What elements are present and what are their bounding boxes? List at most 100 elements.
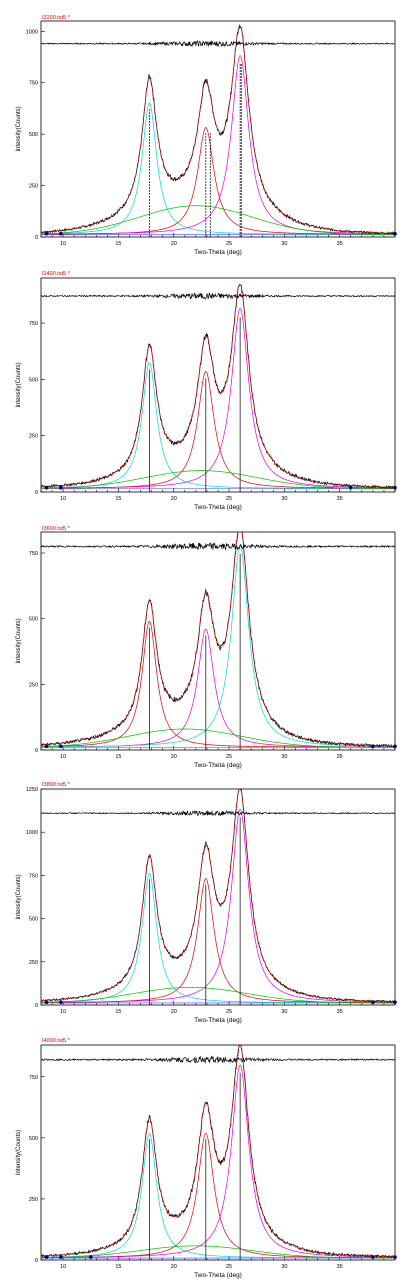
- x-tick-label: 25: [226, 1009, 232, 1015]
- peak-component-peak3: [41, 55, 395, 235]
- peak-component-amorphous: [41, 1245, 395, 1259]
- y-tick-label: 500: [29, 132, 38, 138]
- xrd-panel-3: I3600.txt5 * 10 15 20 25 30 35 0 250 500 750 Two-Th…: [16, 526, 397, 769]
- y-tick-label: 500: [29, 917, 38, 923]
- plot-area: [41, 1045, 395, 1260]
- x-tick-label: 25: [226, 496, 232, 502]
- observed-pattern: [41, 284, 395, 490]
- y-tick-label: 250: [29, 1197, 38, 1203]
- peak-component-peak1: [41, 1132, 395, 1259]
- endpoint-marker: [393, 1255, 397, 1259]
- x-tick-label: 15: [115, 241, 121, 247]
- fitted-pattern: [41, 24, 395, 234]
- peak-component-peak2: [41, 620, 395, 748]
- y-tick-label: 1000: [26, 830, 38, 836]
- endpoint-marker: [393, 744, 397, 749]
- endpoint-marker: [59, 1000, 63, 1005]
- peak-component-peak3: [41, 628, 395, 748]
- endpoint-marker: [59, 231, 63, 236]
- x-tick-label: 35: [337, 1009, 343, 1015]
- y-tick-label: 750: [29, 551, 38, 557]
- y-tick-label: 1250: [26, 787, 38, 793]
- endpoint-marker: [348, 485, 353, 490]
- x-tick-label: 30: [281, 754, 287, 760]
- x-tick-label: 25: [226, 241, 232, 247]
- x-tick-label: 10: [60, 1009, 66, 1015]
- x-tick-label: 25: [226, 754, 232, 760]
- fitted-pattern: [41, 789, 395, 1002]
- y-tick-label: 750: [29, 81, 38, 87]
- plot-frame: [40, 531, 396, 751]
- plot-area: [41, 532, 395, 750]
- xrd-panel-1: I3200.txt5 * 10 15 20 25 30 35 0 250 500 750 1000 Tw…: [16, 15, 397, 256]
- peak-component-peak1: [41, 872, 395, 1004]
- plot-frame: [40, 277, 396, 493]
- y-axis-label: Intensity(Counts): [16, 874, 22, 919]
- xrd-panel-5: I4000.txt5 * 10 15 20 25 30 35 0 250 500 750 Two-Th…: [16, 1038, 397, 1279]
- x-tick-label: 35: [337, 241, 343, 247]
- y-axis-label: Intensity(Counts): [16, 618, 22, 663]
- peak-component-peak1: [41, 362, 395, 489]
- difference-curve: [41, 1055, 395, 1064]
- endpoint-marker: [393, 231, 397, 236]
- endpoint-marker: [59, 1255, 63, 1259]
- y-tick-label: 250: [29, 960, 38, 966]
- endpoint-marker: [88, 1255, 93, 1259]
- y-tick-label: 500: [29, 617, 38, 623]
- y-tick-label: 250: [29, 682, 38, 688]
- x-axis-label: Two-Theta (deg): [194, 1017, 242, 1024]
- endpoint-marker: [59, 744, 63, 749]
- plot-area: [41, 789, 395, 1005]
- x-tick-label: 10: [60, 496, 66, 502]
- file-label: I3800.txt5 *: [42, 782, 71, 788]
- y-tick-label: 500: [29, 377, 38, 383]
- y-tick-label: 750: [29, 873, 38, 879]
- file-label: I3600.txt5 *: [42, 526, 71, 532]
- difference-curve: [41, 542, 395, 551]
- x-tick-label: 35: [337, 1264, 343, 1270]
- x-tick-label: 20: [171, 754, 177, 760]
- endpoint-marker: [371, 1255, 375, 1259]
- x-tick-label: 30: [281, 241, 287, 247]
- endpoint-marker: [44, 485, 49, 490]
- plot-area: [41, 24, 395, 237]
- plot-frame: [40, 1044, 396, 1261]
- peak-component-peak3: [41, 1064, 395, 1258]
- file-label: I4000.txt5 *: [42, 1038, 71, 1044]
- difference-curve: [41, 292, 395, 300]
- x-tick-label: 20: [171, 241, 177, 247]
- x-tick-label: 15: [115, 754, 121, 760]
- peak-component-peak2: [41, 878, 395, 1003]
- y-tick-label: 0: [35, 235, 38, 241]
- endpoint-marker: [44, 1255, 49, 1259]
- file-label: I3200.txt5 *: [42, 15, 71, 21]
- peak-component-peak1: [41, 544, 395, 748]
- x-tick-label: 15: [115, 1264, 121, 1270]
- xrd-panel-2: I3400.txt5 * 10 15 20 25 30 35 0 250 500 750 Two-Th…: [16, 271, 397, 511]
- fitted-pattern: [41, 532, 395, 747]
- x-tick-label: 20: [171, 496, 177, 502]
- endpoint-marker: [371, 1000, 375, 1005]
- x-axis-label: Two-Theta (deg): [194, 762, 242, 769]
- endpoint-marker: [44, 744, 49, 749]
- peak-component-peak3: [41, 808, 395, 1003]
- fitted-pattern: [41, 1045, 395, 1258]
- difference-curve: [41, 809, 395, 817]
- peak-component-amorphous: [41, 987, 395, 1004]
- y-tick-label: 250: [29, 184, 38, 190]
- x-axis-label: Two-Theta (deg): [194, 504, 242, 511]
- y-tick-label: 0: [35, 748, 38, 754]
- difference-curve: [41, 40, 395, 48]
- peak-component-peak2: [41, 1133, 395, 1259]
- x-tick-label: 10: [60, 241, 66, 247]
- x-tick-label: 10: [60, 754, 66, 760]
- xrd-panel-4: I3800.txt5 * 10 15 20 25 30 35 0 250 500 750 1000 12…: [16, 782, 397, 1024]
- x-tick-label: 15: [115, 496, 121, 502]
- endpoint-marker: [44, 1000, 49, 1005]
- y-tick-label: 1000: [26, 29, 38, 35]
- x-tick-label: 30: [281, 496, 287, 502]
- file-label: I3400.txt5 *: [42, 271, 71, 277]
- x-tick-label: 25: [226, 1264, 232, 1270]
- peak-component-amorphous: [41, 728, 395, 748]
